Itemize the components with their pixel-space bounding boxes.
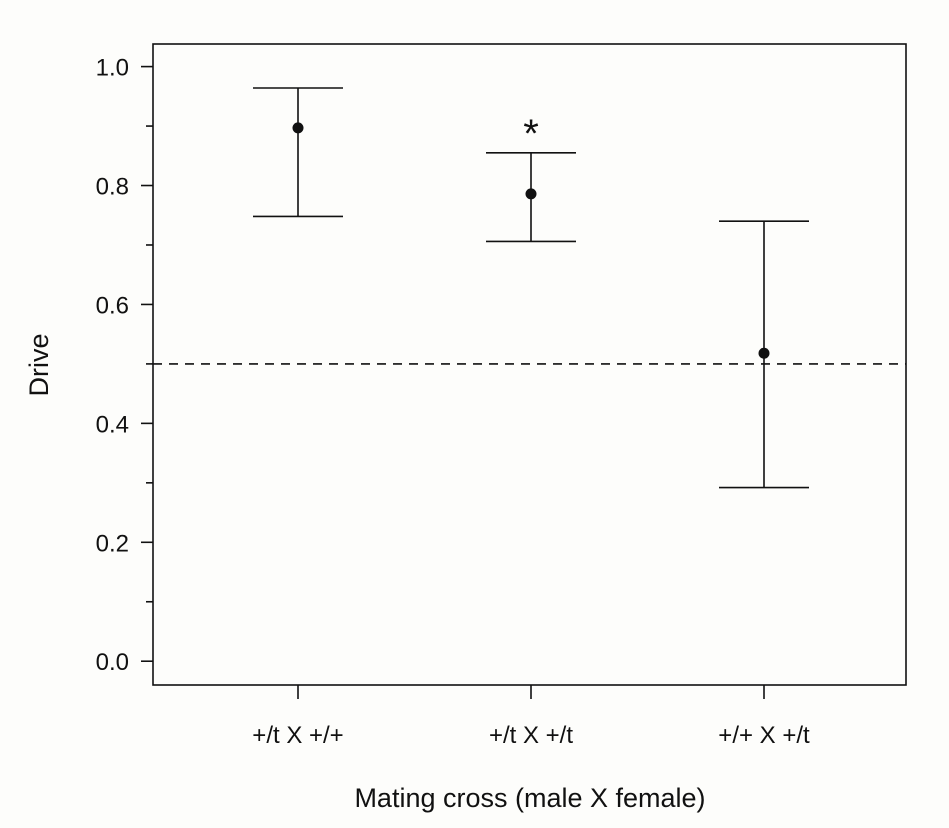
annotations: * (523, 112, 539, 156)
data-marks (253, 87, 809, 489)
x-tick-label: +/t X +/t (489, 722, 573, 749)
data-point (758, 347, 770, 359)
data-point (525, 188, 537, 200)
x-tick-label: +/+ X +/t (718, 722, 810, 749)
y-tick-label: 0.2 (96, 530, 129, 557)
data-point (292, 122, 304, 134)
y-tick-label: 0.6 (96, 292, 129, 319)
y-tick-label: 0.0 (96, 649, 129, 676)
y-axis-label: Drive (24, 333, 54, 396)
y-tick-label: 0.8 (96, 174, 129, 201)
y-tick-label: 0.4 (96, 411, 129, 438)
y-axis: 0.0 0.2 0.4 0.6 0.8 1.0 (96, 55, 153, 676)
y-tick-label: 1.0 (96, 55, 129, 82)
x-axis: +/t X +/+ +/t X +/t +/+ X +/t (252, 685, 810, 749)
x-axis-label: Mating cross (male X female) (354, 783, 705, 813)
significance-asterisk: * (523, 112, 539, 156)
x-tick-label: +/t X +/+ (252, 722, 343, 749)
